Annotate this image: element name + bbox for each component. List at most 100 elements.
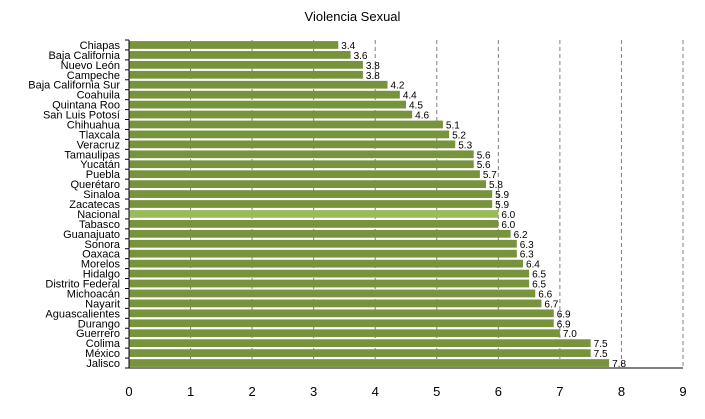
data-label: 6.5 — [532, 270, 546, 281]
category-label: Tamaulipas — [64, 149, 120, 161]
bar — [129, 170, 480, 179]
category-label: Chiapas — [80, 40, 121, 52]
bar — [129, 190, 493, 198]
chart-title: Violencia Sexual — [304, 9, 401, 24]
category-label: Querétaro — [70, 179, 120, 191]
data-label: 6.5 — [532, 280, 546, 291]
bar — [129, 309, 554, 318]
category-label: Sinaloa — [83, 189, 121, 201]
bar — [129, 180, 487, 188]
bar — [129, 210, 499, 218]
x-tick-label: 9 — [679, 384, 686, 399]
data-label: 4.6 — [415, 111, 429, 122]
bar — [129, 140, 456, 149]
category-label: Colima — [86, 338, 121, 350]
data-label: 5.7 — [483, 170, 497, 181]
x-tick-label: 1 — [187, 384, 194, 399]
bar — [129, 90, 400, 99]
data-label: 6.0 — [501, 210, 515, 221]
bar — [129, 60, 363, 69]
data-label: 6.9 — [557, 309, 571, 320]
bar — [129, 70, 363, 79]
data-label: 5.9 — [495, 190, 509, 201]
bar — [129, 299, 542, 308]
category-label: Durango — [78, 318, 120, 330]
category-label: Puebla — [86, 169, 121, 181]
category-label: Baja California Sur — [28, 80, 120, 92]
category-label: Michoacán — [67, 288, 120, 300]
category-label: Campeche — [67, 70, 120, 82]
bar — [129, 41, 339, 49]
data-label: 4.5 — [409, 101, 423, 112]
data-label: 3.8 — [366, 71, 380, 82]
data-label: 5.8 — [489, 180, 503, 191]
data-label: 6.9 — [557, 319, 571, 330]
x-tick-label: 3 — [310, 384, 317, 399]
bars — [129, 41, 610, 367]
data-label: 4.2 — [391, 81, 405, 92]
x-tick-label: 5 — [433, 384, 440, 399]
category-label: Guerrero — [76, 328, 120, 340]
data-label: 7.8 — [612, 359, 626, 370]
category-label: Zacatecas — [69, 199, 120, 211]
category-label: Guanajuato — [63, 229, 120, 241]
category-label: Hidalgo — [83, 269, 120, 281]
bar — [129, 319, 554, 328]
bar — [129, 229, 511, 238]
bar — [129, 289, 536, 298]
category-label: Chihuahua — [67, 119, 121, 131]
category-label: Distrito Federal — [45, 279, 120, 291]
x-tick-label: 8 — [618, 384, 625, 399]
data-label: 3.6 — [354, 51, 368, 62]
data-label: 3.8 — [366, 61, 380, 72]
data-label: 6.2 — [514, 230, 528, 241]
data-label: 6.7 — [544, 299, 558, 310]
bar — [129, 269, 530, 278]
x-tick-label: 2 — [248, 384, 255, 399]
data-label: 7.0 — [563, 329, 577, 340]
category-label: Nacional — [77, 209, 120, 221]
category-label: Jalisco — [86, 358, 120, 370]
category-label: Tabasco — [79, 219, 120, 231]
category-label: Sonora — [85, 239, 121, 251]
data-label: 6.3 — [520, 250, 534, 261]
bar — [129, 259, 523, 268]
category-label: Quintana Roo — [52, 100, 120, 112]
bar — [129, 220, 499, 228]
category-label: Nayarit — [85, 298, 120, 310]
x-tick-label: 6 — [495, 384, 502, 399]
x-tick-label: 4 — [372, 384, 379, 399]
category-label: México — [85, 348, 120, 360]
category-label: Nuevo León — [61, 60, 120, 72]
data-label: 6.0 — [501, 220, 515, 231]
data-label: 6.3 — [520, 240, 534, 251]
data-label: 6.4 — [526, 260, 540, 271]
data-label: 7.5 — [594, 339, 608, 350]
category-label: Yucatán — [80, 159, 120, 171]
category-label: Aguascalientes — [45, 308, 120, 320]
data-label: 5.6 — [477, 150, 491, 161]
bar — [129, 110, 413, 119]
data-label: 4.4 — [403, 91, 417, 102]
bar — [129, 51, 351, 59]
bar — [129, 130, 450, 139]
data-label: 5.2 — [452, 130, 466, 141]
bar — [129, 239, 517, 248]
bar — [129, 150, 474, 159]
bar — [129, 200, 493, 208]
bar — [129, 329, 560, 338]
category-label: Tlaxcala — [79, 129, 121, 141]
bar — [129, 80, 388, 89]
data-label: 6.6 — [538, 289, 552, 300]
bar — [129, 249, 517, 258]
bar — [129, 279, 530, 288]
axes — [125, 39, 683, 369]
data-label: 5.6 — [477, 160, 491, 171]
bar — [129, 349, 591, 357]
labels: 0 1 2 3 4 5 6 7 8 9 Chiapas 3.4 Baja California 3.6 Nu… — [28, 40, 686, 399]
category-label: Coahuila — [77, 90, 121, 102]
data-label: 5.1 — [446, 120, 460, 131]
category-label: Oaxaca — [82, 249, 121, 261]
bar — [129, 100, 406, 109]
